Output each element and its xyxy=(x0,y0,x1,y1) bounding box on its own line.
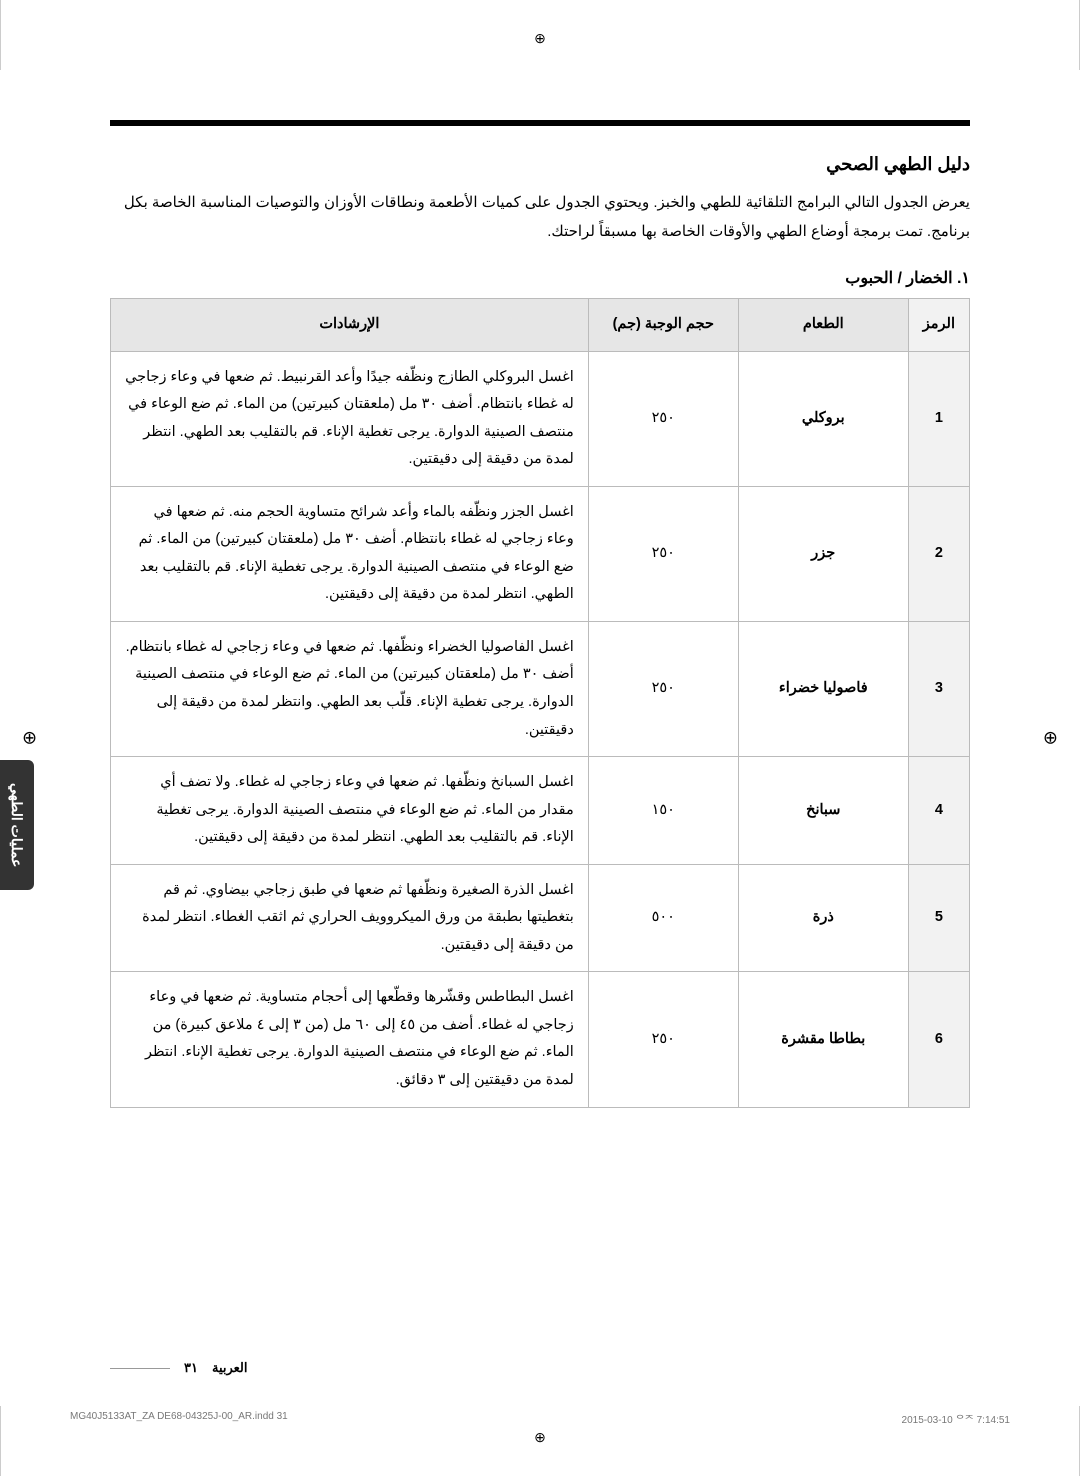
cell-code: 3 xyxy=(908,621,969,756)
cell-weight: ٢٥٠ xyxy=(588,351,738,486)
page-content: دليل الطهي الصحي يعرض الجدول التالي البر… xyxy=(70,70,1010,1406)
cell-instructions: اغسل الجزر ونظّفه بالماء وأعد شرائح متسا… xyxy=(111,486,589,621)
crop-corner xyxy=(0,1406,60,1476)
table-row: 1بروكلي٢٥٠اغسل البروكلي الطازج ونظّفه جي… xyxy=(111,351,970,486)
cell-instructions: اغسل الذرة الصغيرة ونظّفها ثم ضعها في طب… xyxy=(111,864,589,972)
print-metadata: MG40J5133AT_ZA DE68-04325J-00_AR.indd 31… xyxy=(70,1411,1010,1426)
footer: العربية ٣١ xyxy=(110,1360,970,1376)
footer-lang: العربية xyxy=(212,1360,248,1376)
registration-mark-icon: ⊕ xyxy=(534,1429,546,1446)
cell-code: 1 xyxy=(908,351,969,486)
th-instructions: الإرشادات xyxy=(111,299,589,352)
cell-code: 2 xyxy=(908,486,969,621)
cell-instructions: اغسل السبانخ ونظّفها. ثم ضعها في وعاء زج… xyxy=(111,757,589,865)
table-row: 2جزر٢٥٠اغسل الجزر ونظّفه بالماء وأعد شرا… xyxy=(111,486,970,621)
cooking-table: الرمز الطعام حجم الوجبة (جم) الإرشادات 1… xyxy=(110,298,970,1108)
cell-weight: ٢٥٠ xyxy=(588,621,738,756)
cell-code: 5 xyxy=(908,864,969,972)
page-title: دليل الطهي الصحي xyxy=(110,154,970,175)
th-weight: حجم الوجبة (جم) xyxy=(588,299,738,352)
cell-code: 6 xyxy=(908,972,969,1107)
cell-instructions: اغسل الفاصوليا الخضراء ونظّفها. ثم ضعها … xyxy=(111,621,589,756)
title-rule xyxy=(110,120,970,126)
cell-food: فاصوليا خضراء xyxy=(738,621,908,756)
crop-corner xyxy=(1020,1406,1080,1476)
intro-paragraph: يعرض الجدول التالي البرامج التلقائية للط… xyxy=(110,189,970,246)
cell-instructions: اغسل البطاطس وقشّرها وقطّعها إلى أحجام م… xyxy=(111,972,589,1107)
cell-food: بروكلي xyxy=(738,351,908,486)
cell-food: ذرة xyxy=(738,864,908,972)
table-row: 6بطاطا مقشرة٢٥٠اغسل البطاطس وقشّرها وقطّ… xyxy=(111,972,970,1107)
side-tab: عمليات الطهي xyxy=(0,760,34,890)
print-meta-left: MG40J5133AT_ZA DE68-04325J-00_AR.indd 31 xyxy=(70,1411,288,1426)
footer-pagenum: ٣١ xyxy=(184,1360,198,1376)
th-food: الطعام xyxy=(738,299,908,352)
table-row: 5ذرة٥٠٠اغسل الذرة الصغيرة ونظّفها ثم ضعه… xyxy=(111,864,970,972)
cell-instructions: اغسل البروكلي الطازج ونظّفه جيدًا وأعد ا… xyxy=(111,351,589,486)
table-row: 4سبانخ١٥٠اغسل السبانخ ونظّفها. ثم ضعها ف… xyxy=(111,757,970,865)
cell-weight: ٢٥٠ xyxy=(588,972,738,1107)
print-meta-right: 2015-03-10 ᄋᄌ 7:14:51 xyxy=(902,1411,1010,1426)
cell-food: جزر xyxy=(738,486,908,621)
cell-weight: ١٥٠ xyxy=(588,757,738,865)
section-heading: ١. الخضار / الحبوب xyxy=(110,268,970,288)
registration-mark-icon: ⊕ xyxy=(1043,728,1058,749)
cell-weight: ٢٥٠ xyxy=(588,486,738,621)
th-code: الرمز xyxy=(908,299,969,352)
crop-corner xyxy=(0,0,60,70)
footer-line xyxy=(110,1368,170,1369)
cell-weight: ٥٠٠ xyxy=(588,864,738,972)
registration-mark-icon: ⊕ xyxy=(534,30,546,47)
cell-code: 4 xyxy=(908,757,969,865)
cell-food: سبانخ xyxy=(738,757,908,865)
crop-corner xyxy=(1020,0,1080,70)
table-row: 3فاصوليا خضراء٢٥٠اغسل الفاصوليا الخضراء … xyxy=(111,621,970,756)
cell-food: بطاطا مقشرة xyxy=(738,972,908,1107)
registration-mark-icon: ⊕ xyxy=(22,728,37,749)
